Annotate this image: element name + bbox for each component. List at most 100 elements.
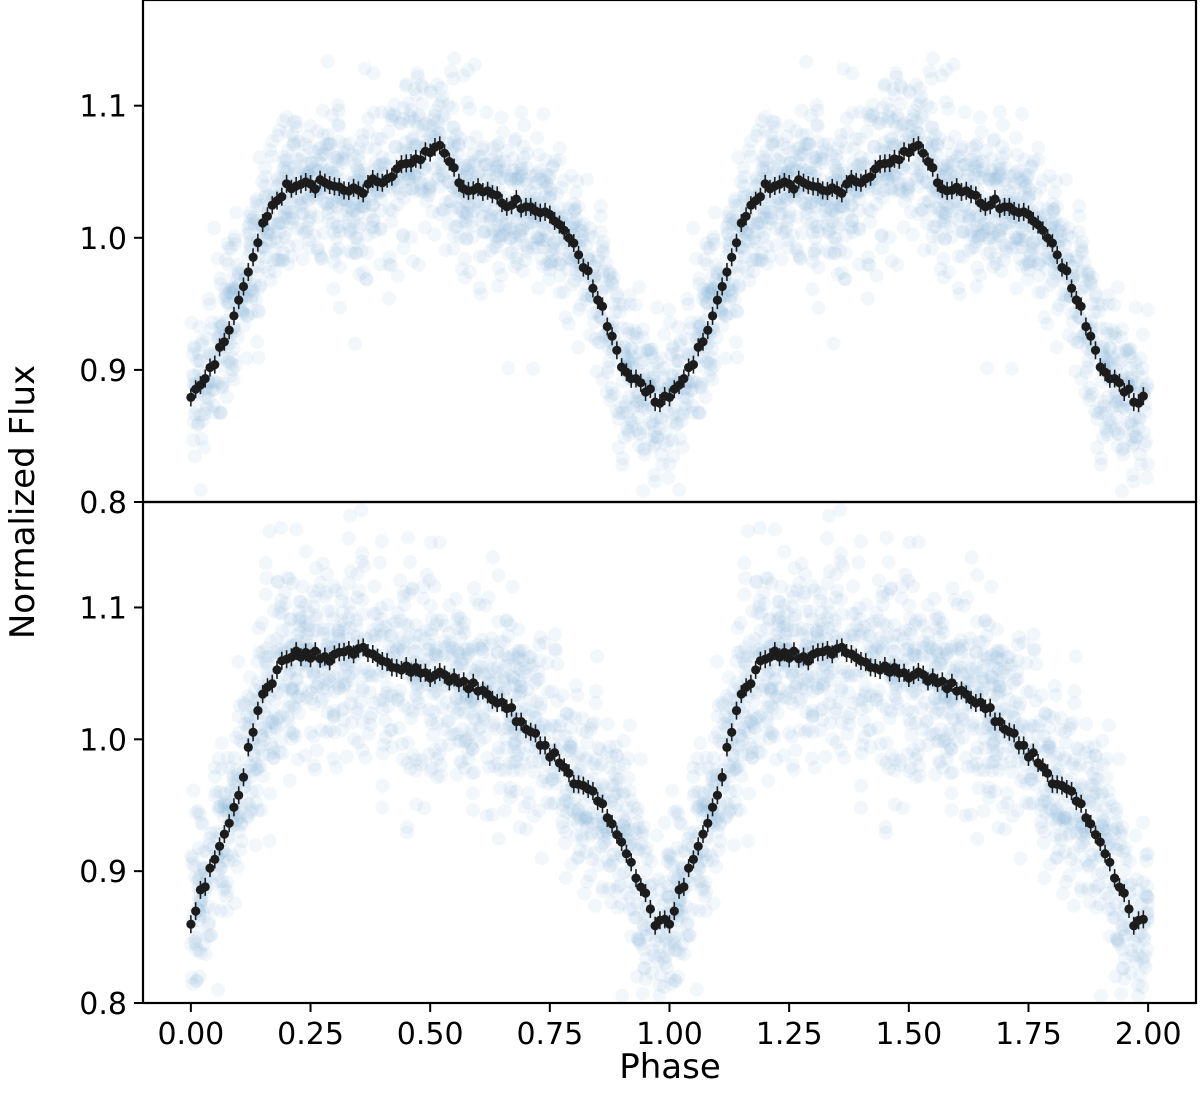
top-raw-point: [958, 157, 973, 172]
top-binned-point: [607, 331, 617, 341]
top-raw-point: [384, 108, 399, 123]
top-raw-point: [465, 219, 480, 234]
bottom-raw-point: [466, 802, 481, 817]
top-raw-point: [472, 249, 487, 264]
bottom-raw-point: [289, 522, 304, 537]
top-raw-point: [838, 272, 853, 287]
top-binned-point: [449, 163, 459, 173]
top-raw-point: [227, 232, 242, 247]
top-raw-point: [939, 63, 954, 77]
top-binned-point: [755, 192, 766, 202]
top-raw-point: [737, 169, 752, 184]
top-raw-point: [648, 474, 662, 489]
bottom-raw-point: [881, 555, 896, 569]
top-raw-point: [239, 351, 254, 366]
bottom-raw-point: [649, 828, 664, 843]
top-raw-point: [272, 215, 287, 230]
top-raw-point: [552, 140, 567, 155]
top-raw-point: [1088, 289, 1103, 304]
bottom-raw-point: [693, 736, 708, 751]
top-raw-point: [1019, 178, 1034, 193]
top-raw-point: [1074, 243, 1089, 258]
top-raw-point: [1031, 256, 1046, 271]
top-raw-point: [385, 204, 400, 218]
bottom-raw-point: [818, 749, 833, 764]
top-binned-point: [200, 374, 210, 384]
top-raw-point: [373, 222, 388, 237]
bottom-raw-point: [851, 555, 866, 570]
top-raw-point: [906, 161, 920, 176]
top-raw-point: [272, 123, 287, 138]
bottom-raw-point: [820, 531, 835, 546]
top-raw-point: [382, 202, 397, 217]
top-raw-point: [886, 82, 901, 97]
bottom-raw-point: [737, 587, 752, 602]
top-raw-point: [302, 233, 317, 247]
top-raw-point: [953, 142, 968, 157]
top-raw-point: [207, 221, 222, 235]
top-raw-point: [432, 157, 447, 172]
top-raw-point: [910, 207, 925, 221]
top-raw-point: [664, 347, 679, 362]
top-raw-point: [486, 202, 500, 217]
top-raw-point: [968, 160, 982, 174]
top-binned-point: [588, 283, 598, 293]
top-raw-point: [1108, 394, 1123, 409]
top-raw-point: [195, 333, 210, 348]
top-raw-point: [251, 350, 266, 365]
top-raw-point: [830, 267, 845, 282]
top-raw-point: [1050, 302, 1065, 317]
top-raw-point: [410, 66, 425, 81]
top-raw-point: [302, 164, 317, 179]
top-raw-point: [952, 287, 967, 302]
top-raw-point: [323, 137, 338, 152]
top-binned-point: [219, 337, 229, 347]
top-raw-point: [416, 117, 431, 132]
top-raw-point: [236, 318, 251, 333]
top-raw-point: [958, 157, 972, 172]
bottom-raw-point: [706, 896, 721, 911]
top-raw-point: [295, 252, 310, 267]
top-raw-point: [653, 410, 668, 425]
top-raw-point: [539, 181, 554, 195]
bottom-raw-point: [665, 783, 680, 798]
top-raw-point: [457, 252, 472, 266]
top-raw-point: [661, 470, 676, 485]
top-raw-point: [843, 220, 858, 235]
top-raw-point: [565, 216, 580, 231]
top-raw-point: [381, 106, 396, 121]
top-binned-point: [731, 238, 742, 248]
top-raw-point: [276, 162, 291, 177]
top-raw-point: [636, 442, 651, 457]
top-raw-point: [469, 129, 484, 144]
top-raw-point: [987, 171, 1002, 186]
bottom-raw-point: [879, 530, 894, 545]
top-binned-point: [262, 211, 272, 221]
top-raw-point: [190, 353, 205, 368]
top-raw-point: [419, 194, 434, 209]
top-binned-point: [597, 301, 608, 311]
bottom-raw-point: [248, 838, 263, 853]
top-raw-point: [962, 213, 977, 227]
top-raw-point: [1115, 442, 1130, 457]
top-binned-point: [435, 140, 445, 150]
top-raw-point: [530, 191, 545, 206]
top-raw-point: [413, 176, 428, 191]
bottom-raw-point: [727, 838, 741, 853]
top-raw-point: [381, 125, 396, 139]
top-raw-point: [401, 172, 416, 187]
top-raw-point: [766, 137, 781, 152]
top-binned-point: [310, 184, 320, 194]
top-raw-point: [629, 398, 644, 412]
top-raw-point: [1080, 264, 1095, 279]
top-raw-point: [718, 351, 733, 366]
top-raw-point: [841, 207, 856, 222]
bottom-raw-point: [853, 534, 868, 549]
top-raw-point: [1126, 424, 1141, 439]
top-raw-point: [941, 101, 956, 116]
top-raw-point: [186, 414, 201, 429]
bottom-raw-point: [1112, 752, 1127, 767]
top-raw-point: [805, 282, 820, 297]
top-raw-point: [834, 134, 848, 149]
top-raw-point: [808, 150, 823, 165]
